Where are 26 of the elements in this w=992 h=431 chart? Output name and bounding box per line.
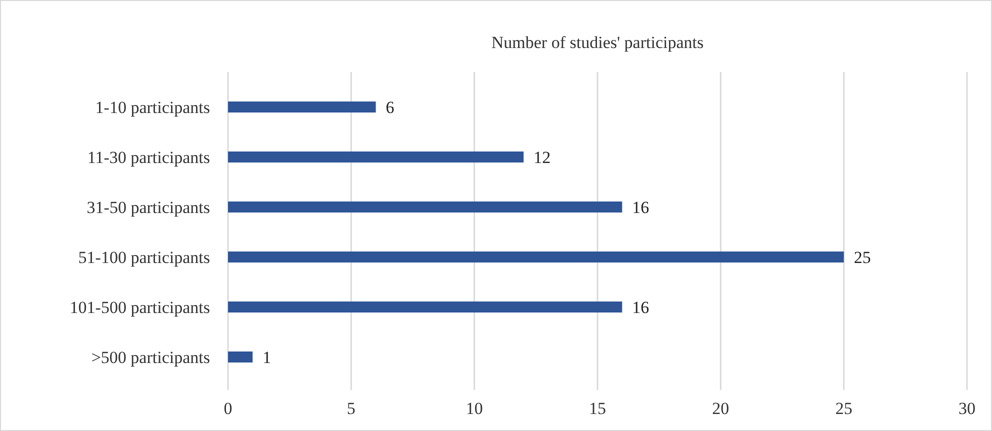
x-tick-label: 10 <box>466 398 483 418</box>
y-tick-label: 11-30 participants <box>87 148 210 167</box>
data-label: 25 <box>854 248 871 267</box>
y-tick-label: 31-50 participants <box>86 198 210 217</box>
x-tick-label: 15 <box>589 398 606 418</box>
x-tick-label: 30 <box>958 398 976 418</box>
bar <box>228 352 253 362</box>
x-tick-label: 0 <box>224 398 232 418</box>
y-tick-label: 101-500 participants <box>70 298 210 317</box>
data-label: 16 <box>632 298 650 317</box>
y-tick-label: 51-100 participants <box>78 248 210 267</box>
bar <box>228 202 622 212</box>
data-label: 12 <box>534 148 551 167</box>
bar <box>228 302 622 312</box>
y-tick-label: >500 participants <box>91 348 210 367</box>
x-tick-label: 5 <box>346 398 356 418</box>
data-label: 16 <box>632 198 650 217</box>
y-tick-label: 1-10 participants <box>95 98 210 117</box>
data-label: 6 <box>386 98 394 117</box>
chart-title: Number of studies' participants <box>491 32 704 52</box>
x-tick-label: 25 <box>835 398 852 418</box>
bar <box>228 152 524 162</box>
x-tick-label: 20 <box>712 398 730 418</box>
bar <box>228 102 376 112</box>
bar <box>228 252 844 262</box>
data-label: 1 <box>262 348 272 367</box>
